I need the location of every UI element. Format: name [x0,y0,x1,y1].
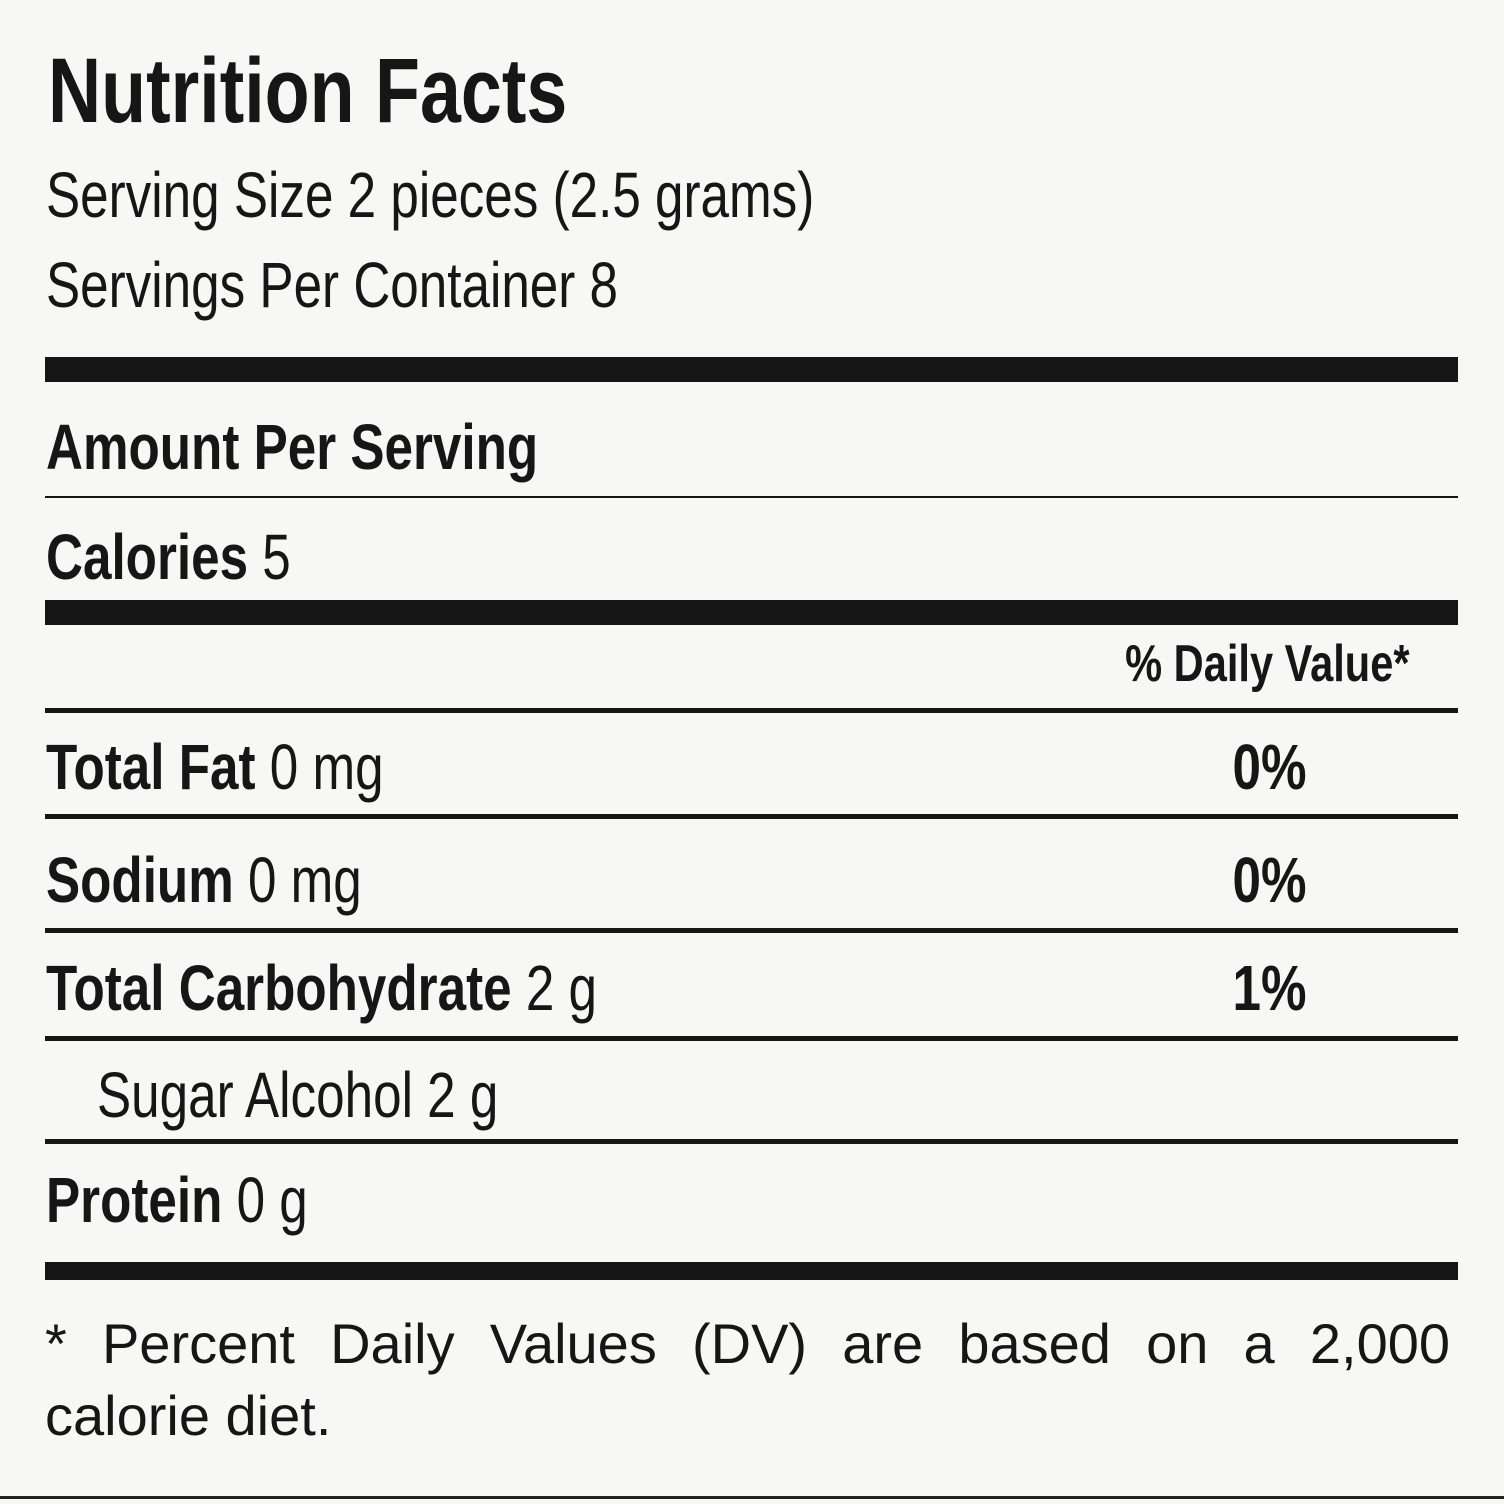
rule [45,814,1458,819]
calories-value: 5 [262,521,291,593]
daily-value: 0% [1232,731,1306,803]
footnote: * Percent Daily Values (DV) are based on… [45,1312,1450,1447]
nutrient-name: Total Fat [46,731,256,803]
thick-rule [45,1262,1458,1280]
nutrient-row: Total Fat 0 mg [46,735,384,799]
title: Nutrition Facts [48,40,568,142]
border [0,1496,1504,1499]
nutrient-amount: 0 g [236,1164,308,1236]
nutrient-row: Sugar Alcohol 2 g [97,1063,498,1127]
calories-label: Calories [46,521,249,593]
daily-value: 0% [1232,844,1306,916]
thin-rule [45,496,1458,498]
nutrient-row: Protein 0 g [46,1168,308,1232]
rule [45,1139,1458,1144]
daily-value: 1% [1232,952,1306,1024]
nutrient-amount: 0 mg [247,844,362,916]
rule [45,928,1458,933]
rule [45,708,1458,713]
thick-rule [45,600,1458,625]
nutrient-amount: 2 g [525,952,597,1024]
nutrient-name: Sugar Alcohol [97,1059,413,1131]
serving-size: Serving Size 2 pieces (2.5 grams) [46,159,815,231]
servings-per-container: Servings Per Container 8 [46,249,619,321]
nutrient-amount: 0 mg [269,731,384,803]
calories-row: Calories 5 [46,525,291,589]
daily-value-header: % Daily Value* [1125,635,1410,693]
nutrient-row: Total Carbohydrate 2 g [46,956,597,1020]
thick-rule [45,357,1458,382]
nutrient-name: Protein [46,1164,223,1236]
nutrient-name: Total Carbohydrate [46,952,512,1024]
nutrient-amount: 2 g [427,1059,499,1131]
amount-per-serving: Amount Per Serving [46,411,539,483]
nutrient-name: Sodium [46,844,234,916]
nutrient-row: Sodium 0 mg [46,848,362,912]
rule [45,1036,1458,1041]
